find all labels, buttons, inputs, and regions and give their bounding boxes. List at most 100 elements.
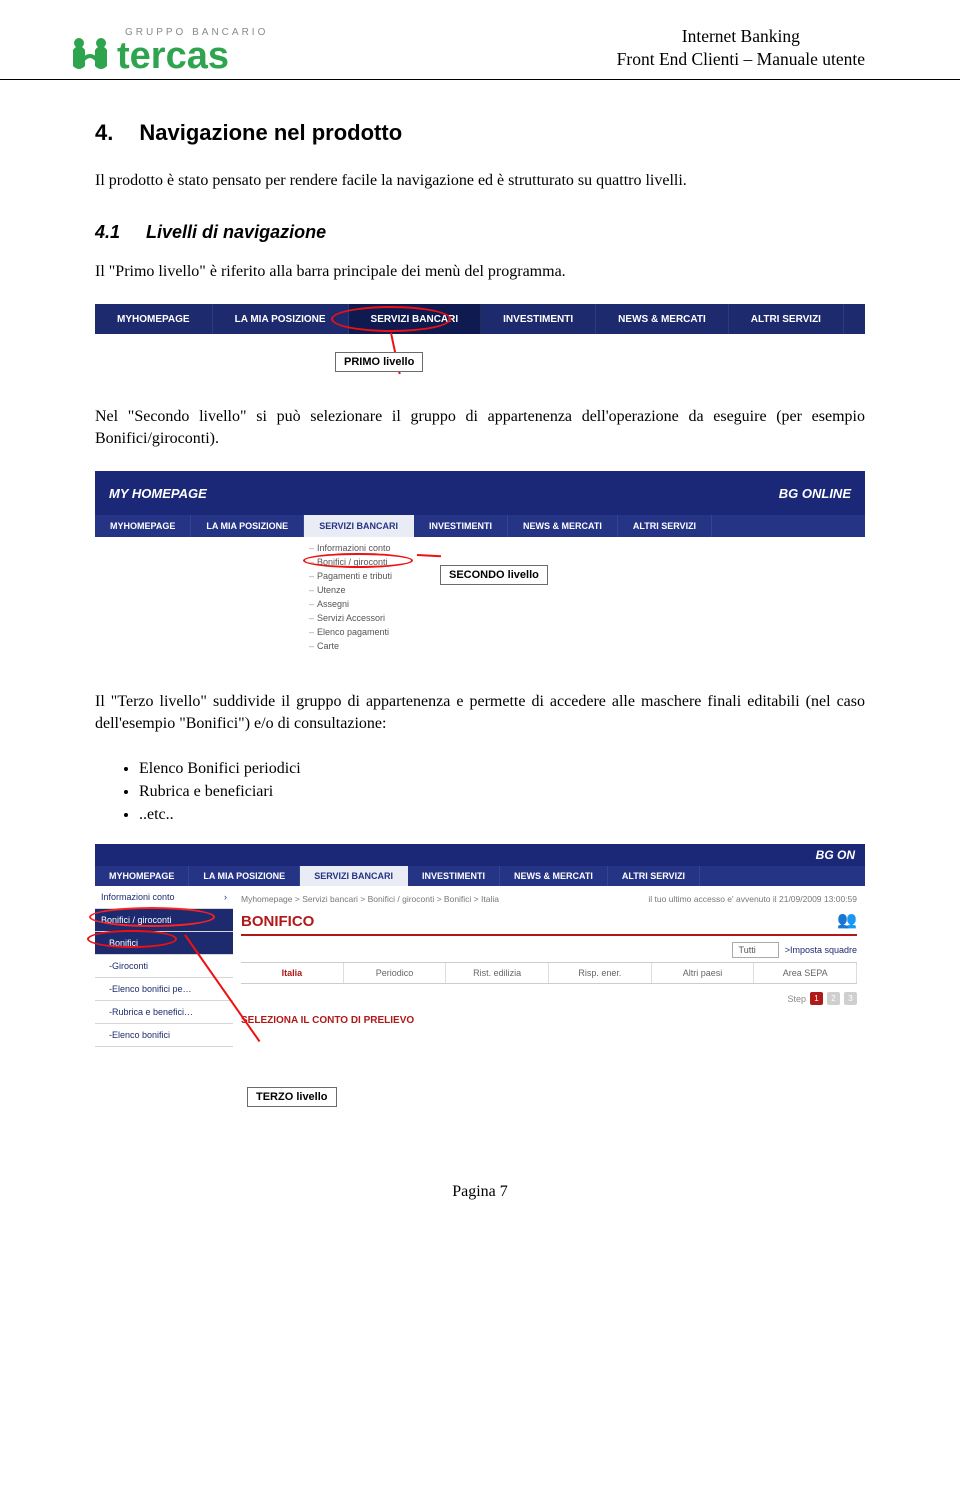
nav3-la-mia-posizione[interactable]: LA MIA POSIZIONE: [189, 866, 300, 886]
nav2-myhomepage[interactable]: MYHOMEPAGE: [95, 515, 191, 537]
nav-item-news-mercati[interactable]: NEWS & MERCATI: [596, 304, 729, 334]
subsection-heading: 4.1 Livelli di navigazione: [95, 222, 865, 243]
main-panel-terzo: Myhomepage > Servizi bancari > Bonifici …: [233, 886, 865, 1047]
section-title: Navigazione nel prodotto: [139, 120, 402, 146]
main-content: 4. Navigazione nel prodotto Il prodotto …: [0, 80, 960, 1147]
nav-item-altri-servizi[interactable]: ALTRI SERVIZI: [729, 304, 844, 334]
callout-terzo-livello: TERZO livello: [247, 1087, 337, 1107]
nav-item-la-mia-posizione[interactable]: LA MIA POSIZIONE: [213, 304, 349, 334]
bullet-item: Rubrica e beneficiari: [139, 780, 865, 803]
bullet-item: ..etc..: [139, 803, 865, 826]
step-2: 2: [827, 992, 840, 1005]
page-title-text: BONIFICO: [241, 913, 314, 930]
last-access-text: il tuo ultimo accesso e' avvenuto il 21/…: [648, 894, 857, 904]
navbar-primo: MYHOMEPAGE LA MIA POSIZIONE SERVIZI BANC…: [95, 304, 865, 334]
section-number: 4.: [95, 120, 113, 146]
top-band-3: BG ON: [95, 844, 865, 866]
tab-rist-edilizia[interactable]: Rist. edilizia: [446, 963, 549, 983]
dropdown-item[interactable]: Informazioni conto: [307, 541, 437, 555]
nav-item-myhomepage[interactable]: MYHOMEPAGE: [95, 304, 213, 334]
sidebar-item-bonifici-giroconti[interactable]: Bonifici / giroconti: [95, 909, 233, 932]
sidebar-item-bonifici[interactable]: Bonifici: [95, 932, 233, 955]
header-line1: Internet Banking: [617, 25, 865, 48]
nav-item-servizi-bancari[interactable]: SERVIZI BANCARI: [349, 304, 482, 334]
nav3-servizi-bancari[interactable]: SERVIZI BANCARI: [300, 866, 408, 886]
nav3-news-mercati[interactable]: NEWS & MERCATI: [500, 866, 608, 886]
nav2-servizi-bancari[interactable]: SERVIZI BANCARI: [304, 515, 414, 537]
header-title-block: Internet Banking Front End Clienti – Man…: [617, 25, 865, 71]
brand-logo: GRUPPO BANCARIO tercas: [65, 20, 295, 75]
nav2-altri-servizi[interactable]: ALTRI SERVIZI: [618, 515, 712, 537]
sidebar-item-label: Bonifici: [109, 938, 138, 948]
dropdown-item[interactable]: Carte: [307, 639, 437, 653]
bullet-item: Elenco Bonifici periodici: [139, 757, 865, 780]
subsection-title: Livelli di navigazione: [146, 222, 326, 243]
sidebar-item-elenco-bonifici[interactable]: -Elenco bonifici: [95, 1024, 233, 1047]
topband-left: MY HOMEPAGE: [109, 486, 207, 501]
header-line2: Front End Clienti – Manuale utente: [617, 48, 865, 71]
chevron-right-icon: ›: [224, 892, 227, 902]
figure-terzo-livello: BG ON MYHOMEPAGE LA MIA POSIZIONE SERVIZ…: [95, 844, 865, 1107]
topband3-right: BG ON: [816, 848, 855, 862]
para-primo-livello: Il "Primo livello" è riferito alla barra…: [95, 261, 865, 283]
page-title: BONIFICO 👥: [241, 910, 857, 936]
subsection-number: 4.1: [95, 222, 120, 243]
page-header: GRUPPO BANCARIO tercas Internet Banking …: [0, 0, 960, 80]
tabs-bonifico: Italia Periodico Rist. edilizia Risp. en…: [241, 962, 857, 984]
dropdown-item[interactable]: Assegni: [307, 597, 437, 611]
tercas-logo-icon: GRUPPO BANCARIO tercas: [65, 20, 295, 75]
sidebar-item-label: Informazioni conto: [101, 892, 175, 902]
sidebar-item-label: Bonifici / giroconti: [101, 915, 172, 925]
dropdown-item[interactable]: Servizi Accessori: [307, 611, 437, 625]
dropdown-item-label: Bonifici / giroconti: [317, 557, 388, 567]
brand-main-text: tercas: [117, 35, 229, 75]
figure-primo-livello: MYHOMEPAGE LA MIA POSIZIONE SERVIZI BANC…: [95, 304, 865, 372]
dropdown-servizi-bancari: Informazioni conto Bonifici / giroconti …: [307, 537, 437, 661]
squad-select[interactable]: Tutti: [732, 942, 779, 958]
page-footer: Pagina 7: [0, 1147, 960, 1221]
sidebar-item-giroconti[interactable]: -Giroconti: [95, 955, 233, 978]
nav2-investimenti[interactable]: INVESTIMENTI: [414, 515, 508, 537]
section-heading: 4. Navigazione nel prodotto: [95, 120, 865, 146]
navbar-terzo: MYHOMEPAGE LA MIA POSIZIONE SERVIZI BANC…: [95, 866, 865, 886]
navbar-secondo: MYHOMEPAGE LA MIA POSIZIONE SERVIZI BANC…: [95, 515, 865, 537]
sidebar-terzo: Informazioni conto › Bonifici / girocont…: [95, 886, 233, 1047]
step-label: Step: [787, 994, 806, 1004]
intro-paragraph: Il prodotto è stato pensato per rendere …: [95, 170, 865, 192]
callout-primo-livello: PRIMO livello: [335, 352, 423, 372]
tab-area-sepa[interactable]: Area SEPA: [754, 963, 857, 983]
step-indicator: Step 1 2 3: [241, 984, 857, 1011]
breadcrumb: Myhomepage > Servizi bancari > Bonifici …: [241, 890, 857, 910]
breadcrumb-path: Myhomepage > Servizi bancari > Bonifici …: [241, 894, 499, 904]
top-band: MY HOMEPAGE BG ONLINE: [95, 471, 865, 515]
nav3-myhomepage[interactable]: MYHOMEPAGE: [95, 866, 189, 886]
tab-periodico[interactable]: Periodico: [344, 963, 447, 983]
section-label-prelievo: SELEZIONA IL CONTO DI PRELIEVO: [241, 1011, 857, 1036]
step-1: 1: [810, 992, 823, 1005]
people-icon: 👥: [837, 910, 857, 930]
sidebar-item-rubrica-benefici[interactable]: -Rubrica e benefici…: [95, 1001, 233, 1024]
callout-secondo-livello: SECONDO livello: [440, 565, 548, 585]
nav2-news-mercati[interactable]: NEWS & MERCATI: [508, 515, 618, 537]
dropdown-item[interactable]: Utenze: [307, 583, 437, 597]
tab-altri-paesi[interactable]: Altri paesi: [652, 963, 755, 983]
bullet-list: Elenco Bonifici periodici Rubrica e bene…: [139, 757, 865, 827]
sidebar-item-info-conto[interactable]: Informazioni conto ›: [95, 886, 233, 909]
dropdown-item-bonifici[interactable]: Bonifici / giroconti: [307, 555, 437, 569]
nav-item-investimenti[interactable]: INVESTIMENTI: [481, 304, 596, 334]
nav2-la-mia-posizione[interactable]: LA MIA POSIZIONE: [191, 515, 304, 537]
step-3: 3: [844, 992, 857, 1005]
sidebar-item-elenco-bonifici-pe[interactable]: -Elenco bonifici pe…: [95, 978, 233, 1001]
squad-row: Tutti >Imposta squadre: [241, 942, 857, 958]
topband-right: BG ONLINE: [779, 486, 851, 501]
dropdown-item[interactable]: Pagamenti e tributi: [307, 569, 437, 583]
figure-secondo-livello: MY HOMEPAGE BG ONLINE MYHOMEPAGE LA MIA …: [95, 471, 865, 661]
para-secondo-livello: Nel "Secondo livello" si può selezionare…: [95, 406, 865, 449]
squad-link[interactable]: >Imposta squadre: [785, 945, 857, 955]
nav3-altri-servizi[interactable]: ALTRI SERVIZI: [608, 866, 700, 886]
tab-italia[interactable]: Italia: [241, 963, 344, 983]
para-terzo-livello: Il "Terzo livello" suddivide il gruppo d…: [95, 691, 865, 734]
nav3-investimenti[interactable]: INVESTIMENTI: [408, 866, 500, 886]
dropdown-item[interactable]: Elenco pagamenti: [307, 625, 437, 639]
tab-risp-ener[interactable]: Risp. ener.: [549, 963, 652, 983]
